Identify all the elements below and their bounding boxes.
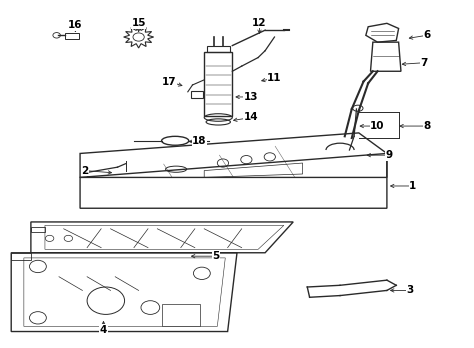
Text: 15: 15	[131, 18, 146, 28]
Polygon shape	[162, 304, 200, 326]
Text: 11: 11	[267, 73, 282, 83]
Text: 4: 4	[100, 325, 107, 335]
Text: 12: 12	[252, 18, 267, 27]
Text: 5: 5	[212, 251, 219, 261]
Text: 10: 10	[370, 121, 385, 131]
Text: 18: 18	[192, 136, 207, 147]
Text: 6: 6	[423, 30, 430, 40]
Text: 1: 1	[409, 181, 416, 191]
Text: 3: 3	[407, 285, 414, 295]
Text: 7: 7	[421, 58, 428, 68]
Text: 13: 13	[244, 92, 258, 102]
Text: 2: 2	[81, 166, 88, 176]
Text: 17: 17	[162, 77, 176, 87]
Text: 16: 16	[68, 20, 82, 30]
Text: 14: 14	[244, 112, 258, 122]
Text: 9: 9	[386, 150, 393, 160]
Text: 8: 8	[423, 121, 430, 131]
